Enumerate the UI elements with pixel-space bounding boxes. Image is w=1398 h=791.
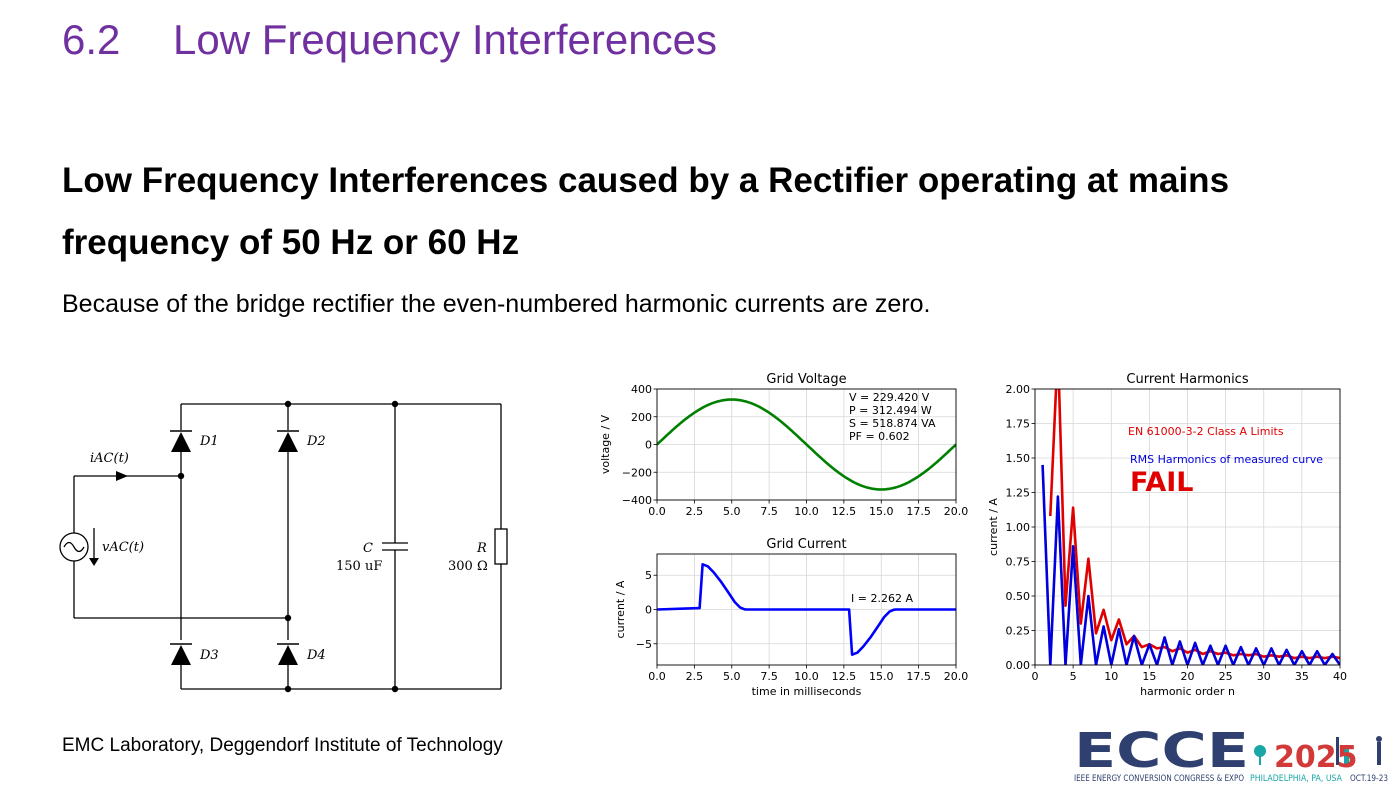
- resistor-label: R: [476, 541, 487, 556]
- x-tick-label: 5.0: [723, 670, 741, 683]
- y-tick-label: −400: [622, 494, 652, 507]
- current-harmonics-chart: 0 5 10 15 20 25 30 35 40 2.00 1.75 1.50 1.25 1.00 0.75…: [987, 372, 1347, 698]
- y-tick-label: 1.00: [1006, 521, 1031, 534]
- x-tick-label: 30: [1257, 670, 1271, 683]
- y-tick-label: 1.75: [1006, 418, 1031, 431]
- grid-voltage-chart: 0.0 2.5 5.0 7.5 10.0 12.5 15.0 17.5 20.0 400 200 0 −…: [599, 372, 969, 518]
- section-number: 6.2: [62, 16, 121, 63]
- x-tick-label: 20: [1181, 670, 1195, 683]
- ecce-logo-tagline: IEEE ENERGY CONVERSION CONGRESS & EXPO: [1074, 774, 1244, 784]
- ecce-logo-dates: OCT.19-23: [1350, 774, 1388, 784]
- x-tick-label: 0: [1032, 670, 1039, 683]
- x-tick-label: 10: [1104, 670, 1118, 683]
- resistor-value: 300 Ω: [448, 559, 488, 574]
- ecce-2025-logo: ECCE 2025 IEEE ENERGY CONVERSION CONGRES…: [1074, 727, 1388, 784]
- capacitor-value: 150 uF: [336, 559, 382, 574]
- x-tick-label: 10.0: [794, 670, 819, 683]
- d4-label: D4: [306, 648, 326, 663]
- chart-title: Grid Current: [766, 537, 846, 552]
- x-tick-label: 2.5: [686, 505, 704, 518]
- legend-limits: EN 61000-3-2 Class A Limits: [1128, 425, 1284, 438]
- section-title: 6.2 Low Frequency Interferences: [62, 16, 717, 64]
- y-tick-label: 0.50: [1006, 590, 1031, 603]
- headline: Low Frequency Interferences caused by a …: [62, 161, 1230, 262]
- y-tick-label: 2.00: [1006, 383, 1031, 396]
- y-tick-label: 0.75: [1006, 556, 1031, 569]
- x-tick-label: 40: [1333, 670, 1347, 683]
- x-tick-label: 15: [1142, 670, 1156, 683]
- y-axis-label: current / A: [987, 498, 1000, 556]
- x-axis-label: harmonic order n: [1140, 685, 1235, 698]
- fail-status: FAIL: [1130, 467, 1194, 498]
- plot-area: [657, 562, 956, 656]
- grid-current-chart: 0.0 2.5 5.0 7.5 10.0 12.5 15.0 17.5 20.0 5 0 −5 Grid…: [614, 537, 969, 698]
- x-tick-label: 10.0: [794, 505, 819, 518]
- x-tick-label: 20.0: [944, 505, 969, 518]
- voltage-annotation-line: P = 312.494 W: [849, 404, 932, 417]
- ecce-logo-year: 2025: [1274, 740, 1358, 775]
- subtext: Because of the bridge rectifier the even…: [62, 290, 931, 318]
- x-tick-label: 12.5: [832, 505, 857, 518]
- y-tick-label: 0: [645, 439, 652, 452]
- x-tick-label: 12.5: [832, 670, 857, 683]
- y-tick-label: 5: [645, 569, 652, 582]
- y-tick-label: 0: [645, 604, 652, 617]
- x-tick-label: 25: [1219, 670, 1233, 683]
- y-tick-label: 1.25: [1006, 487, 1031, 500]
- skyline-icon: [1254, 736, 1382, 765]
- iac-label: iAC(t): [90, 451, 129, 466]
- voltage-annotation-line: S = 518.874 VA: [849, 417, 936, 430]
- voltage-annotation-line: V = 229.420 V: [849, 391, 930, 404]
- y-tick-label: 1.50: [1006, 452, 1031, 465]
- x-tick-label: 2.5: [686, 670, 704, 683]
- y-axis-label: voltage / V: [599, 414, 612, 474]
- series-line-0: [657, 398, 956, 491]
- y-tick-label: 0.00: [1006, 659, 1031, 672]
- rectifier-circuit-diagram: D1 D2 D3 D4 iAC(t) vAC(t) C 150 uF R 300…: [59, 400, 508, 693]
- voltage-annotation-line: PF = 0.602: [849, 430, 910, 443]
- legend-measured: RMS Harmonics of measured curve: [1130, 453, 1323, 466]
- series-line-0: [1049, 389, 1340, 660]
- y-tick-label: −200: [622, 466, 652, 479]
- y-tick-label: −5: [636, 638, 652, 651]
- d1-label: D1: [199, 434, 219, 449]
- plot-area: [1041, 389, 1340, 665]
- y-tick-label: 0.25: [1006, 625, 1031, 638]
- plot-area: [657, 398, 956, 491]
- x-tick-label: 35: [1295, 670, 1309, 683]
- x-tick-label: 17.5: [906, 505, 931, 518]
- x-axis-label: time in milliseconds: [752, 685, 862, 698]
- d3-label: D3: [199, 648, 219, 663]
- chart-title: Current Harmonics: [1126, 372, 1248, 387]
- y-axis-label: current / A: [614, 580, 627, 638]
- y-tick-label: 200: [631, 411, 652, 424]
- footer-affiliation: EMC Laboratory, Deggendorf Institute of …: [62, 735, 503, 756]
- x-tick-label: 20.0: [944, 670, 969, 683]
- ecce-logo-name: ECCE: [1074, 727, 1249, 779]
- y-tick-label: 400: [631, 383, 652, 396]
- x-tick-label: 7.5: [760, 670, 778, 683]
- series-line-1: [1041, 464, 1340, 665]
- vac-label: vAC(t): [102, 540, 144, 555]
- x-tick-label: 15.0: [869, 670, 894, 683]
- capacitor-label: C: [363, 541, 373, 556]
- x-tick-label: 0.0: [648, 505, 666, 518]
- current-annotation: I = 2.262 A: [851, 592, 913, 605]
- chart-title: Grid Voltage: [766, 372, 846, 387]
- x-tick-label: 5: [1070, 670, 1077, 683]
- series-line-0: [657, 562, 956, 656]
- x-tick-label: 5.0: [723, 505, 741, 518]
- x-tick-label: 0.0: [648, 670, 666, 683]
- d2-label: D2: [306, 434, 326, 449]
- x-tick-label: 17.5: [906, 670, 931, 683]
- section-title-text: Low Frequency Interferences: [173, 16, 717, 63]
- ecce-logo-location: PHILADELPHIA, PA, USA: [1250, 774, 1342, 784]
- x-tick-label: 7.5: [760, 505, 778, 518]
- x-tick-label: 15.0: [869, 505, 894, 518]
